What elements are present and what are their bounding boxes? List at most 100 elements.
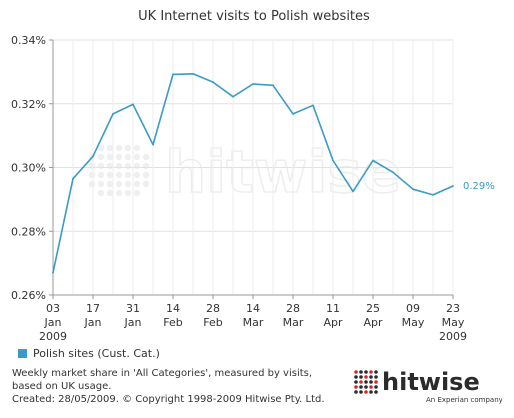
- watermark-dot: [124, 171, 132, 179]
- data-point: [232, 95, 234, 98]
- logo-tagline: An Experian company: [426, 396, 502, 404]
- logo-dot: [359, 380, 363, 384]
- watermark-text: hitwise: [165, 138, 401, 206]
- watermark-dot: [97, 180, 105, 188]
- x-tick-label: 03: [46, 302, 60, 315]
- data-point: [72, 177, 74, 180]
- footer-line-1: Weekly market share in 'All Categories',…: [12, 368, 313, 379]
- logo-dot: [354, 370, 358, 374]
- logo-dot: [359, 385, 363, 389]
- watermark-dot: [88, 162, 96, 170]
- data-point: [92, 155, 94, 158]
- watermark-dot: [133, 153, 141, 161]
- logo-dot: [369, 370, 373, 374]
- watermark-dot: [124, 144, 132, 152]
- watermark-dot: [106, 171, 114, 179]
- watermark-dot: [124, 162, 132, 170]
- x-tick-label: 14: [166, 302, 180, 315]
- x-tick-label: 23: [446, 302, 460, 315]
- watermark-dot: [115, 180, 123, 188]
- data-point: [152, 143, 154, 146]
- hitwise-logo: hitwise An Experian company: [354, 368, 502, 404]
- y-tick-label: 0.26%: [11, 289, 46, 302]
- logo-dot: [359, 375, 363, 379]
- watermark-dot: [88, 171, 96, 179]
- logo-dot: [364, 385, 368, 389]
- legend: Polish sites (Cust. Cat.): [18, 347, 160, 360]
- data-point: [332, 159, 334, 162]
- legend-label: Polish sites (Cust. Cat.): [33, 347, 160, 360]
- watermark-dot: [88, 180, 96, 188]
- logo-wordmark: hitwise: [382, 368, 480, 396]
- watermark-dot: [115, 189, 123, 197]
- watermark-dot: [142, 180, 150, 188]
- footer-line-2: based on UK usage.: [12, 381, 112, 392]
- x-tick-label: May: [442, 316, 465, 329]
- logo-dot: [364, 380, 368, 384]
- x-tick-label: Feb: [163, 316, 182, 329]
- x-tick-label: 31: [126, 302, 140, 315]
- watermark-dot: [97, 189, 105, 197]
- watermark-dot: [124, 189, 132, 197]
- logo-dot: [374, 370, 378, 374]
- data-point: [432, 194, 434, 196]
- data-point: [52, 271, 54, 274]
- legend-swatch: [18, 349, 27, 358]
- watermark-dot: [106, 153, 114, 161]
- x-tick-label: 28: [206, 302, 220, 315]
- watermark-dot: [142, 171, 150, 179]
- watermark-dot: [124, 180, 132, 188]
- watermark-dot: [115, 153, 123, 161]
- logo-dot: [374, 380, 378, 384]
- watermark-dot: [133, 144, 141, 152]
- x-tick-label: Feb: [203, 316, 222, 329]
- data-point: [272, 84, 274, 87]
- x-tick-label: 2009: [439, 330, 467, 343]
- logo-dot: [364, 370, 368, 374]
- data-point: [352, 190, 354, 193]
- watermark-dot: [133, 180, 141, 188]
- y-tick-label: 0.34%: [11, 34, 46, 47]
- logo-dot: [354, 380, 358, 384]
- watermark-dot: [106, 180, 114, 188]
- watermark-dot: [97, 171, 105, 179]
- data-point: [112, 113, 114, 115]
- watermark-dot: [97, 153, 105, 161]
- x-tick-label: Jan: [44, 316, 62, 329]
- x-tick-label: Jan: [124, 316, 142, 329]
- x-tick-label: Mar: [283, 316, 304, 329]
- data-point: [392, 171, 394, 174]
- logo-dot: [374, 385, 378, 389]
- data-point: [252, 83, 254, 85]
- watermark-dot: [124, 153, 132, 161]
- logo-dot: [374, 390, 378, 394]
- logo-dots-icon: [354, 370, 378, 394]
- hitwise-watermark: hitwise: [88, 137, 402, 207]
- data-point: [452, 185, 454, 187]
- y-tick-label: 0.28%: [11, 225, 46, 238]
- watermark-dot: [106, 189, 114, 197]
- logo-dot: [354, 390, 358, 394]
- logo-dot: [369, 375, 373, 379]
- footer-note: Weekly market share in 'All Categories',…: [12, 367, 342, 406]
- logo-dot: [374, 375, 378, 379]
- logo-dot: [369, 380, 373, 384]
- data-point: [372, 159, 374, 162]
- watermark-dot: [115, 162, 123, 170]
- x-tick-label: 09: [406, 302, 420, 315]
- data-point: [292, 113, 294, 115]
- y-tick-label: 0.32%: [11, 98, 46, 111]
- watermark-dot: [142, 162, 150, 170]
- x-tick-label: Apr: [363, 316, 383, 329]
- watermark-dot: [133, 171, 141, 179]
- x-tick-label: Mar: [243, 316, 264, 329]
- x-tick-label: 25: [366, 302, 380, 315]
- watermark-dot: [142, 153, 150, 161]
- data-point: [132, 103, 134, 106]
- x-tick-label: 28: [286, 302, 300, 315]
- chart-title: UK Internet visits to Polish websites: [138, 9, 370, 24]
- data-point: [172, 73, 174, 76]
- watermark-dot: [115, 144, 123, 152]
- logo-dot: [354, 385, 358, 389]
